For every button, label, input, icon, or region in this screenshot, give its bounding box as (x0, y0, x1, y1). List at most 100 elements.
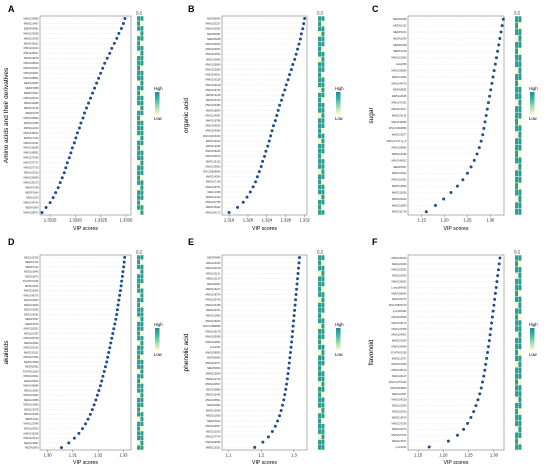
data-point (109, 341, 113, 345)
heatmap-cell (140, 75, 144, 81)
heatmap-cell (518, 367, 522, 374)
heatmap-cell (514, 61, 519, 68)
heatmap-cell (321, 82, 325, 88)
heatmap-cell (317, 255, 322, 261)
heatmap-cell (136, 288, 141, 293)
heatmap-cell (140, 110, 144, 116)
data-point (283, 393, 287, 397)
category-label: ZINC33833729 (389, 303, 407, 307)
heatmap-cell (321, 158, 325, 164)
category-label: pme0021 (396, 445, 407, 449)
category-label: MWS108086 (392, 145, 408, 149)
heatmap-cell (140, 288, 144, 293)
data-point (241, 200, 245, 204)
heatmap-cell (140, 255, 144, 260)
heatmap-cell (518, 343, 522, 350)
heatmap-cell (321, 148, 325, 154)
heatmap-cell (321, 365, 325, 371)
heatmap-column-header: CK (317, 249, 321, 254)
heatmap-cell (514, 170, 519, 177)
data-point (294, 298, 298, 302)
heatmap-column-header: CK (136, 10, 140, 15)
data-point (255, 175, 259, 179)
heatmap-cell (140, 307, 144, 312)
heatmap-cell (321, 194, 325, 200)
data-point (77, 431, 81, 435)
heatmap-cell (518, 426, 522, 433)
data-point (253, 445, 257, 449)
x-tick-label: 1.30 (486, 218, 495, 223)
category-label: MWS114590 (206, 175, 221, 179)
category-label: MWS119578 (24, 56, 39, 60)
data-point (293, 303, 297, 307)
category-label: MEDL02255 (24, 255, 39, 259)
legend-color-bar (155, 92, 160, 114)
category-label: MWS104024 (24, 46, 40, 50)
heatmap-cell (514, 426, 519, 433)
heatmap-cell (136, 369, 141, 374)
heatmap-cell (140, 105, 144, 111)
data-point (97, 389, 101, 393)
category-label: MEDL02263 (206, 429, 221, 433)
heatmap-cell (514, 284, 519, 291)
data-point (92, 403, 96, 407)
data-point (476, 398, 480, 402)
category-label: MWS155266 (206, 149, 222, 153)
heatmap-cell (321, 255, 325, 261)
heatmap-cell (514, 208, 519, 215)
heatmap-cell (518, 361, 522, 368)
heatmap-cell (140, 426, 144, 431)
category-label: MEDL02675 (392, 297, 407, 301)
heatmap-cell (136, 16, 141, 21)
heatmap-cell (321, 164, 325, 170)
category-label: MWS101617 (392, 107, 408, 111)
heatmap-cell (317, 209, 322, 215)
heatmap-cell (140, 26, 144, 31)
data-point (123, 16, 127, 20)
category-label: MWS125926 (206, 319, 222, 323)
heatmap-cell (317, 281, 322, 287)
legend-high-label: High (529, 322, 538, 327)
heatmap-cell (514, 54, 519, 61)
data-point (294, 52, 298, 56)
heatmap-cell (140, 402, 144, 408)
category-label: MEDL00406 (206, 57, 221, 61)
heatmap-cell (514, 367, 519, 374)
heatmap-cell (518, 349, 522, 356)
heatmap-cell (518, 420, 522, 427)
heatmap-cell (136, 326, 141, 332)
heatmap-cell (317, 328, 322, 334)
data-point (267, 139, 271, 143)
category-label: MWS105172 (392, 321, 408, 325)
category-label: MEDN1873 (25, 274, 39, 278)
category-label: MWS104851 (206, 340, 222, 344)
x-tick-label: 1.15 (414, 453, 423, 458)
data-point (424, 210, 428, 214)
heatmap-cell (321, 113, 325, 118)
data-point (446, 439, 450, 443)
category-label: MEDP1780 (25, 186, 39, 190)
data-point (275, 114, 279, 117)
x-tick-label: 1.320 (243, 218, 254, 223)
data-point (64, 166, 68, 170)
data-point (477, 146, 481, 150)
heatmap-cell (136, 402, 141, 408)
heatmap-cell (514, 35, 519, 42)
x-tick-label: 1.30 (490, 453, 499, 458)
data-point (498, 36, 502, 40)
heatmap-cell (514, 438, 519, 445)
category-label: MWS111826 (392, 190, 407, 194)
category-label: MEDP0238 (393, 43, 407, 47)
heatmap-cell (317, 276, 322, 282)
category-label: MWS102218 (206, 266, 222, 270)
category-label: MWS133008 (24, 31, 40, 35)
heatmap-cell (140, 373, 144, 379)
heatmap-cell (140, 150, 144, 156)
category-label: MEDP07804 (24, 91, 39, 95)
heatmap-cell (136, 60, 141, 66)
heatmap-cell (514, 16, 519, 23)
category-label: MEDL01828 (24, 360, 39, 364)
data-point (285, 377, 289, 381)
category-label: MWS144740 (24, 200, 40, 204)
category-label: MWS120527 (206, 382, 222, 386)
